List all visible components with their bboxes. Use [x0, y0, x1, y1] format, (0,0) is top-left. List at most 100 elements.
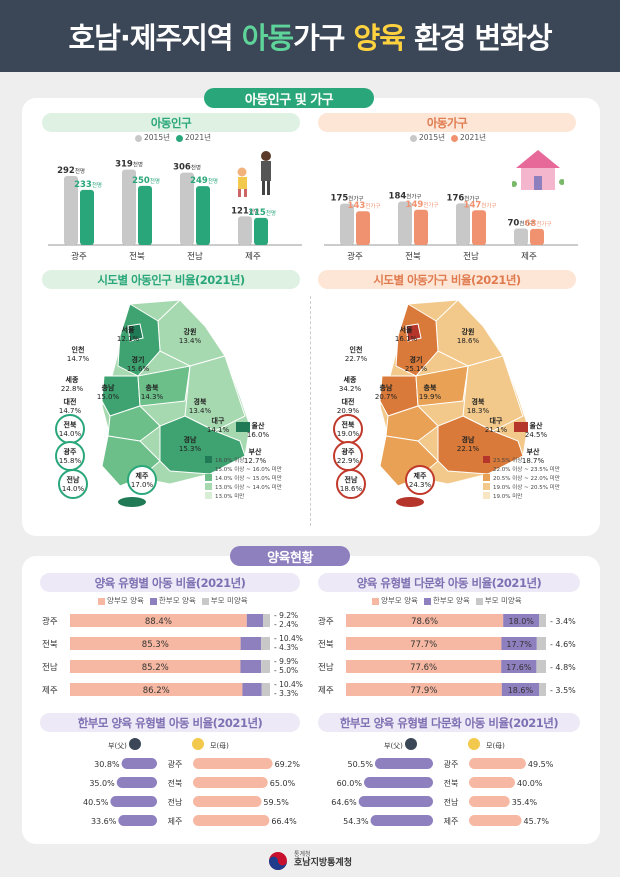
map-hh-region-value: 16.1% — [395, 335, 418, 343]
footer-org-small: 통계청 — [294, 851, 311, 859]
single-parent-multi-father-icon — [405, 738, 417, 750]
child-pop-title: 아동인구 — [42, 113, 300, 132]
map-hh-legend-label: 23.5% 이상 — [493, 456, 522, 464]
map-pop-region-value: 17.0% — [131, 481, 154, 489]
single-parent-multi-label-father: 54.3% — [343, 817, 369, 826]
single-parent-multi-region-label: 전북 — [444, 778, 459, 788]
map-pop-legend-label: 16.0% 이상 — [215, 456, 244, 464]
single-parent-mother-label: 모(母) — [210, 742, 229, 750]
map-pop-region-value: 14.3% — [141, 393, 164, 401]
child-pop-legend: 2015년 2021년 — [135, 132, 211, 143]
map-pop-region-name: 부산 — [249, 447, 262, 456]
care-type-multi-chart: 광주 78.6% 18.0% - 3.4% 전북 77.7% 17.7% - 4.6% 전남 77… — [318, 614, 576, 696]
single-parent-father-label: 부(父) — [108, 742, 127, 750]
map-hh-region-name: 대전 — [342, 397, 355, 406]
care-type-multi-label-both: 77.9% — [410, 686, 437, 696]
child-hh-bar-2015 — [398, 201, 412, 245]
care-type-legend: 양부모 양육 한부모 양육 부모 미양육 — [98, 595, 248, 606]
map-hh-legend-label: 19.0% 미만 — [493, 492, 522, 500]
single-parent-multi-label-mother: 35.4% — [512, 798, 538, 807]
map-hh-region-name: 강원 — [462, 327, 475, 336]
map-hh-region-name: 인천 — [350, 345, 363, 354]
care-type-multi-bar-single — [501, 683, 539, 696]
map-hh-legend-swatch — [483, 465, 490, 472]
care-type-region-label: 광주 — [42, 616, 58, 627]
single-parent-multi-region-label: 광주 — [444, 759, 459, 769]
map-pop-region-gyeongbuk — [184, 355, 246, 432]
map-hh-highlight-ring — [336, 469, 366, 499]
map-hh-region-name: 부산 — [527, 447, 540, 456]
child-hh-bar-2015 — [514, 228, 528, 245]
map-pop-region-value: 15.6% — [127, 365, 150, 373]
map-hh-region-value: 22.7% — [345, 355, 368, 363]
map-pop-region-name: 인천 — [72, 345, 85, 354]
map-hh-region-gyeongnam — [437, 415, 524, 475]
map-pop-legend-label: 13.0% 미만 — [215, 492, 244, 500]
single-parent-bar-mother — [193, 796, 262, 807]
map-hh-region-value: 18.7% — [522, 457, 545, 465]
care-type-multi-label-both: 78.6% — [411, 617, 438, 627]
child-pop-label-2021: 233천명 — [74, 180, 102, 190]
single-parent-multi-bar-father — [370, 815, 433, 826]
map-pop-highlight-ring — [127, 465, 157, 495]
map-pop-region-value: 13.4% — [189, 407, 212, 415]
care-type-multi-legend: 양부모 양육 한부모 양육 부모 미양육 — [372, 595, 522, 606]
map-hh-legend-label: 19.0% 이상 ~ 20.5% 미만 — [493, 483, 560, 491]
single-parent-bar-mother — [193, 758, 273, 769]
child-hh-bar-2021 — [530, 228, 544, 245]
care-type-multi-region-label: 제주 — [318, 686, 334, 696]
single-parent-multi-father-label: 부(父) — [384, 742, 403, 750]
child-hh-label-2015: 184천가구 — [389, 192, 422, 202]
map-hh-region-name: 서울 — [400, 325, 413, 334]
care-type-title: 양육 유형별 아동 비율(2021년) — [40, 573, 300, 592]
single-parent-multi-bar-mother — [469, 796, 510, 807]
single-parent-multi-label-father: 60.0% — [337, 779, 363, 788]
single-parent-multi-bar-father — [374, 758, 433, 769]
map-hh-legend-swatch — [483, 492, 490, 499]
child-pop-category-label: 제주 — [245, 252, 261, 262]
care-type-bar-both — [70, 683, 243, 696]
section-title-population: 아동인구 및 가구 — [204, 88, 374, 108]
single-parent-chart: 부(父) 모(母) 광주 30.8% 69.2% 전북 35.0% 65.0% 전남 40.5% 5… — [83, 738, 300, 826]
care-type-multi-label-none: - 3.5% — [550, 686, 576, 695]
map-pop-region-chungbuk — [137, 365, 191, 407]
map-pop-region-value: 14.0% — [59, 430, 82, 438]
map-hh-highlight-ring — [333, 414, 363, 444]
single-parent-mother-icon — [192, 738, 204, 750]
child-hh-label-2015: 175천가구 — [331, 194, 364, 204]
map-hh-region-name: 경북 — [472, 397, 485, 406]
single-parent-bar-father — [116, 777, 157, 788]
map-hh-region-value: 25.1% — [405, 365, 428, 373]
care-type-multi-bar-none — [536, 637, 546, 650]
map-pop-highlight-ring — [55, 414, 85, 444]
care-type-bar-single — [246, 614, 264, 627]
single-parent-multi-title: 한부모 양육 유형별 다문화 아동 비율(2021년) — [318, 713, 580, 732]
family-illustration-icon — [232, 150, 278, 200]
map-hh-region-ulsan — [514, 422, 528, 432]
map-pop-region-gyeongnam — [159, 415, 246, 475]
single-parent-bar-mother — [193, 777, 268, 788]
care-type-bar-none — [261, 683, 270, 696]
map-hh-region-chungbuk — [415, 365, 469, 407]
care-type-multi-label-both: 77.6% — [410, 663, 437, 673]
care-type-multi-bar-none — [539, 614, 546, 627]
single-parent-label-father: 33.6% — [91, 817, 117, 826]
care-type-multi-label-none: - 3.4% — [550, 617, 576, 626]
map-hh-region-jeonbuk — [385, 405, 439, 442]
child-pop-bar-2015 — [238, 216, 252, 245]
map-hh-region-value: 19.0% — [337, 430, 360, 438]
care-type-chart: 광주 88.4%- 9.2%- 2.4%전북 85.3%- 10.4%- 4.3%전… — [42, 611, 303, 698]
care-type-multi-label-none: - 4.8% — [550, 663, 576, 672]
single-parent-father-icon — [129, 738, 141, 750]
single-parent-region-label: 전북 — [168, 778, 183, 788]
statistics-korea-logo-icon — [269, 851, 288, 870]
map-pop-region-value: 14.1% — [207, 426, 230, 434]
map-pop-region-name: 세종 — [66, 375, 79, 384]
single-parent-multi-bar-mother — [469, 777, 515, 788]
map-hh-region-name: 광주 — [342, 447, 355, 456]
single-parent-multi-label-mother: 49.5% — [528, 760, 554, 769]
map-pop-highlight-ring — [55, 441, 85, 471]
map-hh-region-name: 울산 — [530, 421, 543, 430]
map-pop-region-value: 14.7% — [67, 355, 90, 363]
